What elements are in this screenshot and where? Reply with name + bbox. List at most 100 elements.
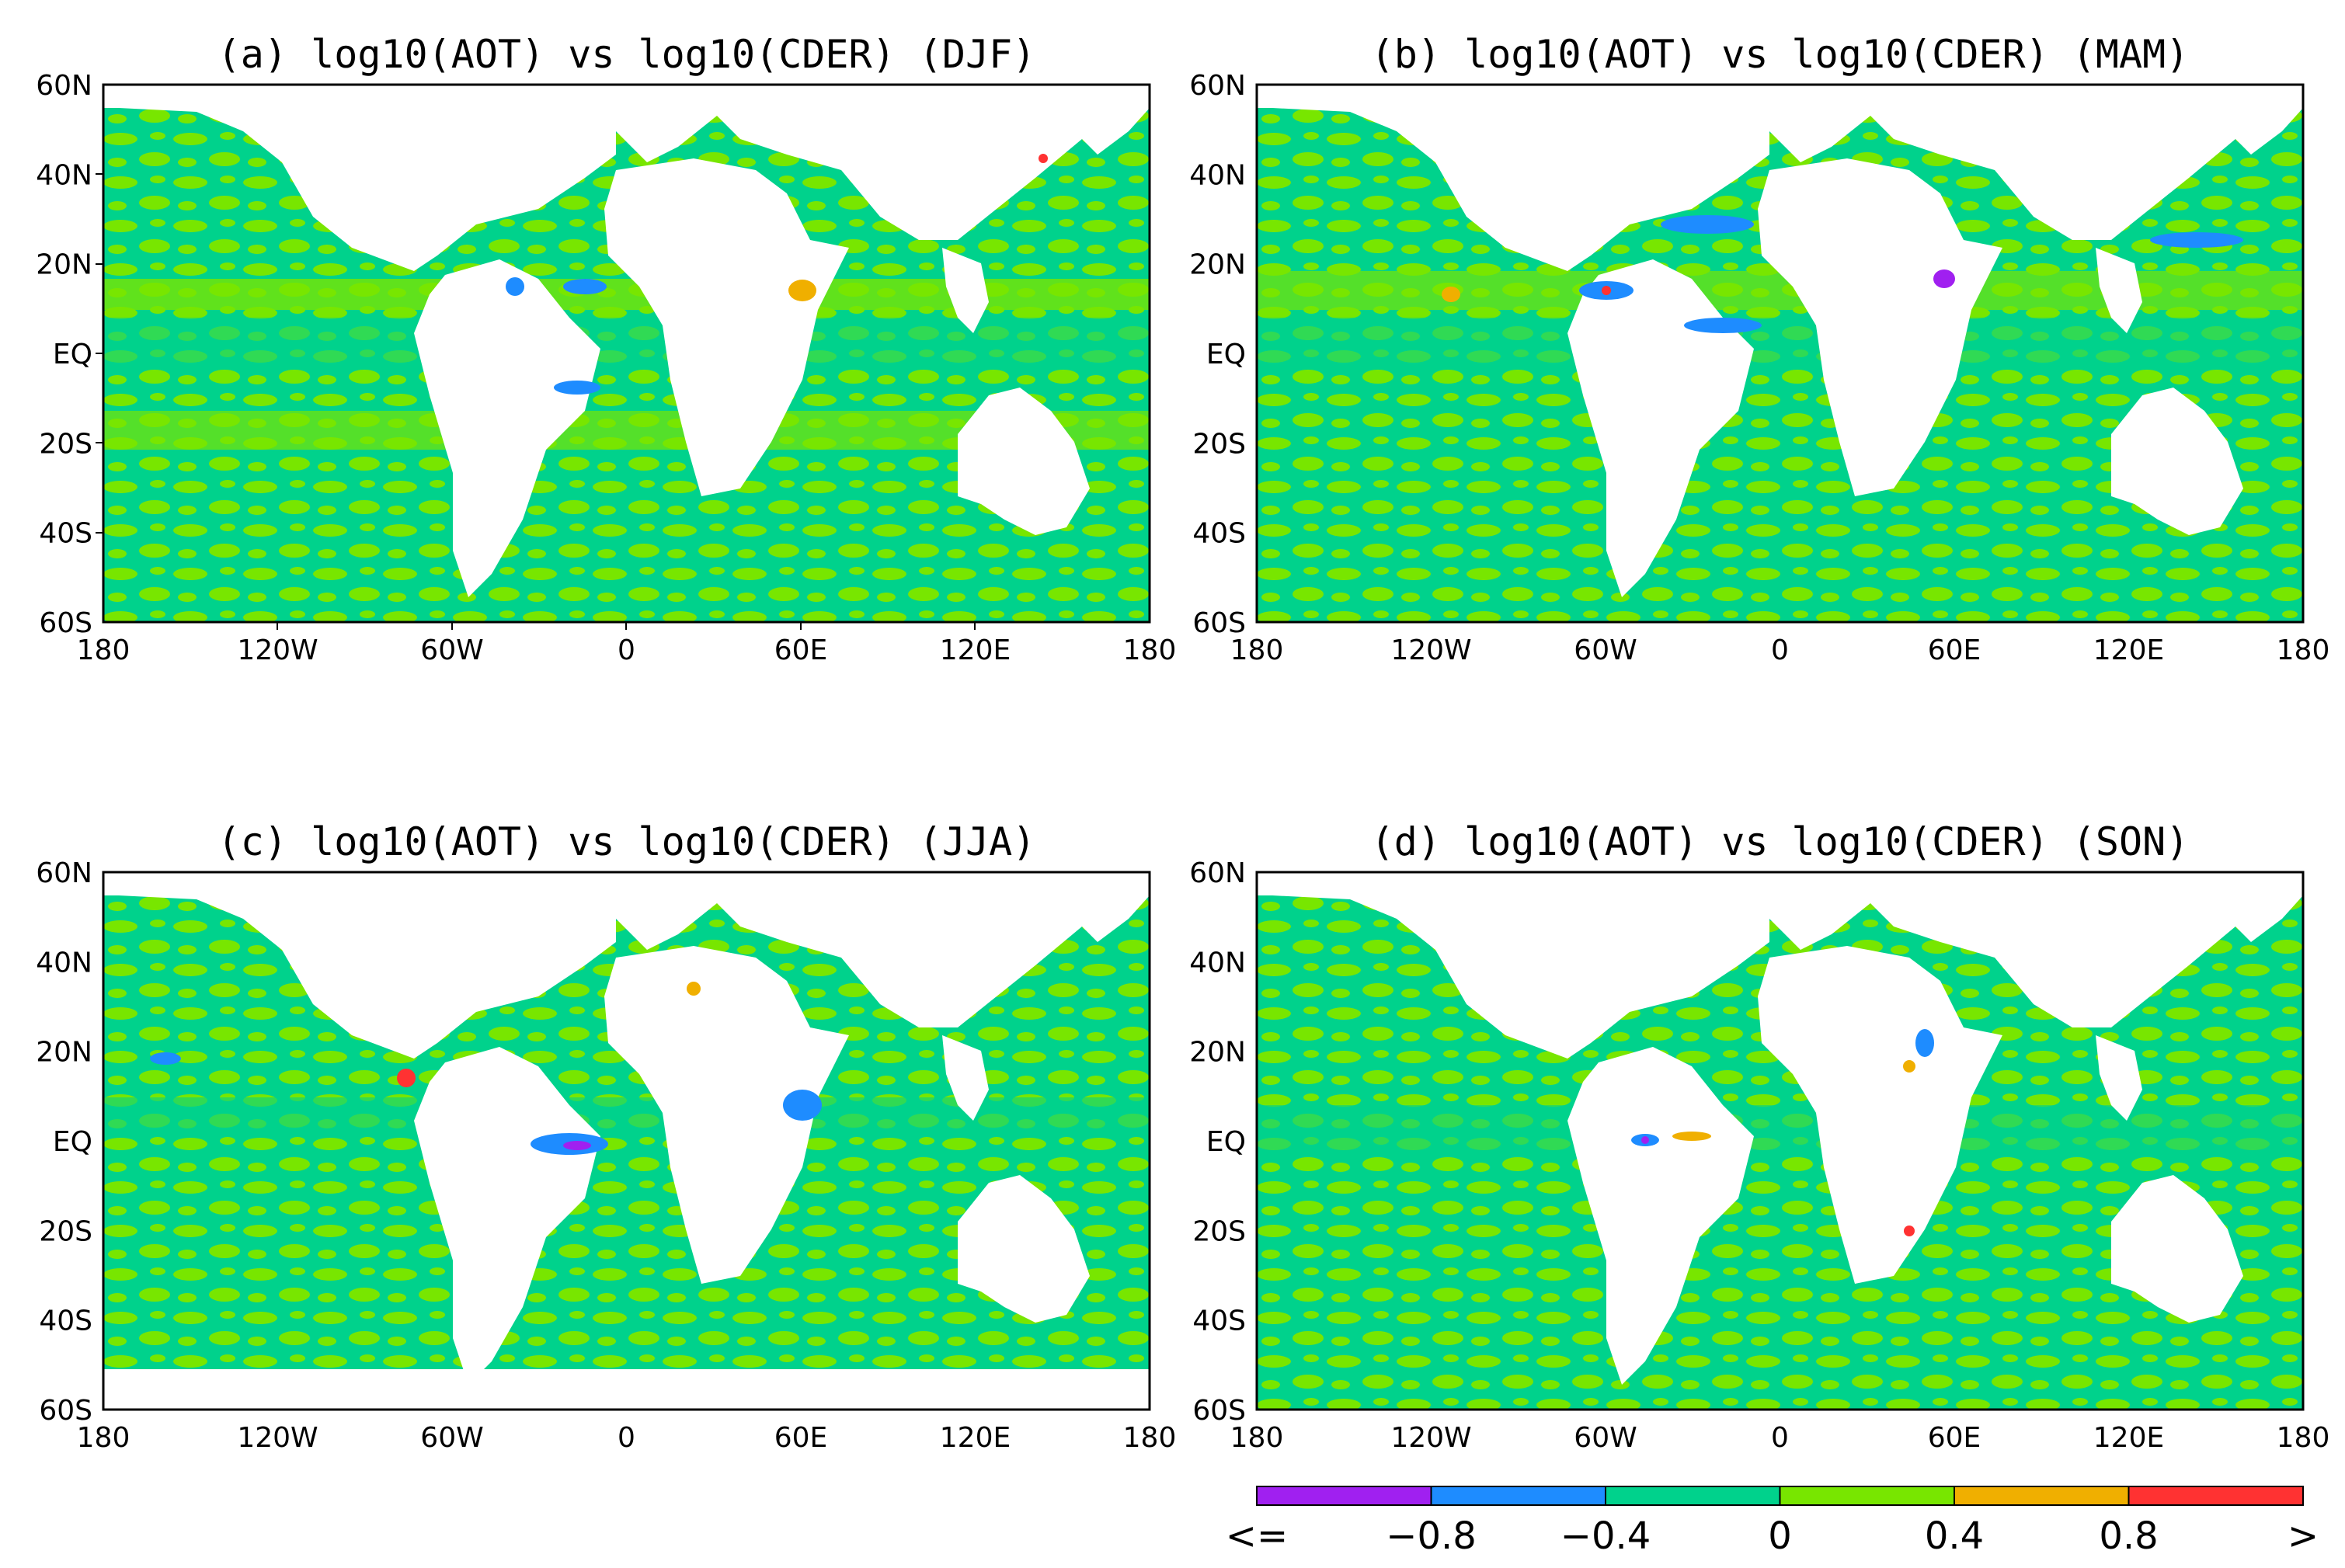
lon-tick-label: 60W	[1574, 635, 1637, 666]
lon-tick-label: 0	[1771, 635, 1789, 666]
lat-tick-label: 40N	[36, 159, 92, 191]
lat-tick-label: 20S	[1192, 428, 1246, 460]
colorbar-swatch	[1780, 1486, 1955, 1505]
lon-tick-label: 180	[1123, 1422, 1177, 1454]
lon-tick-label: 60E	[1928, 1422, 1981, 1454]
colorbar-swatch	[1432, 1486, 1606, 1505]
panel-title-a: (a) log10(AOT) vs log10(CDER) (DJF)	[217, 32, 1036, 77]
feature-blue	[2150, 232, 2243, 248]
feature-blue	[1684, 318, 1762, 333]
lon-tick-label: 180	[1230, 635, 1284, 666]
panel-b	[1257, 85, 2303, 622]
green-band	[103, 279, 1150, 310]
feature-orange	[1903, 1060, 1915, 1073]
lon-tick-label: 120E	[940, 1422, 1011, 1454]
lon-tick-label: 120E	[2093, 1422, 2164, 1454]
lon-tick-label: 0	[618, 635, 635, 666]
lon-tick-label: 120W	[1390, 635, 1471, 666]
panel-d	[1257, 872, 2303, 1410]
lat-tick-label: EQ	[53, 339, 92, 370]
lat-tick-label: EQ	[53, 1126, 92, 1158]
lat-tick-label: 60N	[36, 70, 92, 102]
feature-red	[1904, 1226, 1915, 1236]
lon-tick-label: 180	[1230, 1422, 1284, 1454]
feature-blue	[554, 381, 600, 395]
colorbar-swatch	[1257, 1486, 1432, 1505]
colorbar-swatch	[2129, 1486, 2304, 1505]
green-band	[1257, 271, 2303, 310]
lat-tick-label: 20S	[1192, 1215, 1246, 1247]
lon-tick-label: 60W	[420, 1422, 483, 1454]
lon-tick-label: 60W	[420, 635, 483, 666]
lon-tick-label: 180	[1123, 635, 1177, 666]
feature-orange	[687, 982, 701, 996]
lon-tick-label: 0	[618, 1422, 635, 1454]
teal-band	[1257, 318, 2303, 364]
lat-tick-label: 40S	[39, 1306, 92, 1337]
panel-c	[103, 872, 1150, 1410]
feature-blue	[150, 1052, 181, 1065]
panel-title-b: (b) log10(AOT) vs log10(CDER) (MAM)	[1371, 32, 2190, 77]
lat-tick-label: 40N	[36, 947, 92, 979]
lat-tick-label: 60N	[36, 857, 92, 889]
colorbar-label: 0.4	[1925, 1514, 1984, 1558]
teal-band	[103, 1097, 1150, 1136]
lat-tick-label: 40S	[1192, 518, 1246, 550]
feature-red	[397, 1069, 416, 1087]
feature-blue	[506, 277, 524, 296]
feature-purple	[1933, 269, 1955, 288]
lon-tick-label: 180	[2277, 1422, 2330, 1454]
lat-tick-label: 20S	[39, 1215, 92, 1247]
feature-blue	[563, 279, 607, 294]
feature-purple	[1641, 1136, 1649, 1144]
feature-blue	[1661, 215, 1754, 234]
feature-red	[1602, 286, 1611, 295]
lon-tick-label: 120E	[2093, 635, 2164, 666]
colorbar: <= −0.8 −0.4 0 0.4 0.8 >	[1226, 1486, 2319, 1558]
no-data-south	[103, 1369, 1150, 1410]
lat-tick-label: 60N	[1189, 857, 1246, 889]
colorbar-label: 0.8	[2099, 1514, 2158, 1558]
lat-tick-label: 20N	[1189, 249, 1246, 281]
lon-tick-label: 120E	[940, 635, 1011, 666]
colorbar-label: <=	[1226, 1514, 1288, 1558]
lat-tick-label: EQ	[1206, 1126, 1246, 1158]
panel-title-d: (d) log10(AOT) vs log10(CDER) (SON)	[1371, 819, 2190, 864]
feature-purple	[563, 1141, 591, 1150]
feature-blue	[783, 1090, 822, 1121]
lat-tick-label: 40N	[1189, 947, 1246, 979]
lon-tick-label: 180	[2277, 635, 2330, 666]
lat-tick-label: 40S	[39, 518, 92, 550]
feature-orange	[788, 280, 816, 301]
colorbar-label: >	[2288, 1514, 2319, 1558]
lon-tick-label: 180	[77, 1422, 130, 1454]
feature-orange	[1672, 1132, 1711, 1141]
feature-orange	[1442, 287, 1460, 302]
colorbar-swatch	[1606, 1486, 1780, 1505]
lon-tick-label: 120W	[1390, 1422, 1471, 1454]
feature-red	[1039, 154, 1048, 163]
lon-tick-label: 60W	[1574, 1422, 1637, 1454]
lat-tick-label: 20N	[36, 1037, 92, 1069]
colorbar-swatch	[1954, 1486, 2129, 1505]
teal-band	[103, 318, 1150, 364]
lon-tick-label: 60E	[774, 1422, 828, 1454]
panel-title-c: (c) log10(AOT) vs log10(CDER) (JJA)	[217, 819, 1036, 864]
lat-tick-label: 60N	[1189, 70, 1246, 102]
lon-tick-label: 60E	[1928, 635, 1981, 666]
lat-tick-label: EQ	[1206, 339, 1246, 370]
lat-tick-label: 20S	[39, 428, 92, 460]
panel-a	[96, 85, 1150, 630]
lat-tick-label: 20N	[36, 249, 92, 281]
lon-tick-label: 180	[77, 635, 130, 666]
lon-tick-label: 0	[1771, 1422, 1789, 1454]
colorbar-label: 0	[1768, 1514, 1792, 1558]
lat-tick-label: 20N	[1189, 1037, 1246, 1069]
lat-tick-label: 40N	[1189, 159, 1246, 191]
colorbar-label: −0.4	[1560, 1514, 1651, 1558]
feature-blue	[1915, 1029, 1934, 1057]
lon-tick-label: 120W	[237, 635, 318, 666]
lon-tick-label: 60E	[774, 635, 828, 666]
teal-band	[1257, 1105, 2303, 1152]
